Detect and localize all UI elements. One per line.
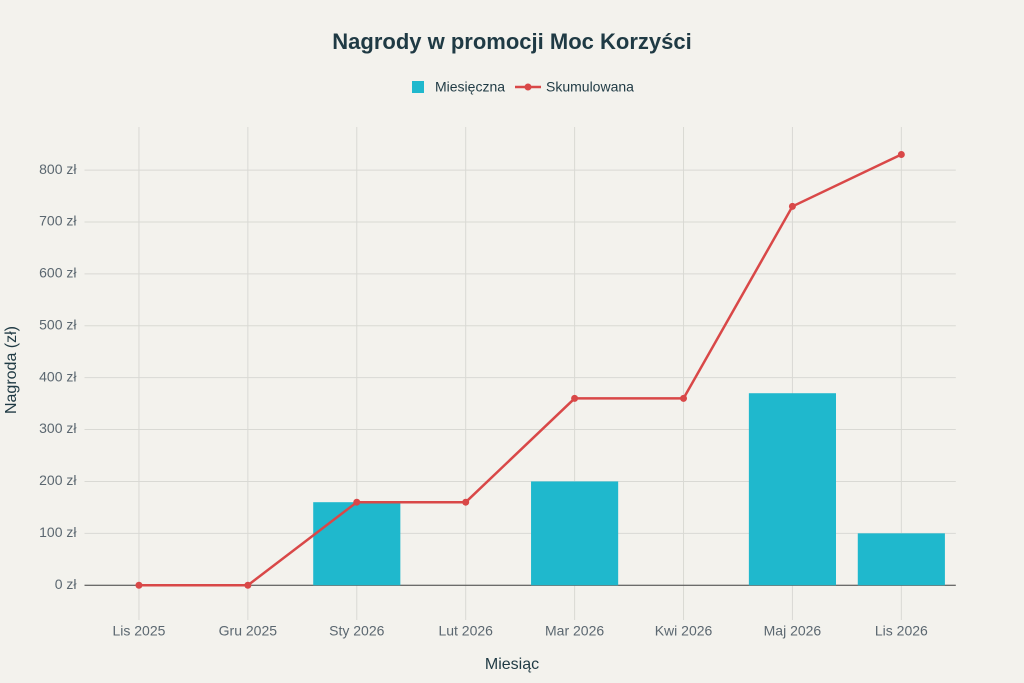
x-tick-label: Lut 2026 (438, 623, 493, 639)
x-axis-label: Miesiąc (485, 656, 539, 673)
line-point (571, 394, 579, 402)
line (138, 153, 902, 587)
y-tick-label: 600 zł (39, 265, 77, 281)
legend-label: Miesięczna (435, 79, 505, 95)
bar (748, 393, 836, 586)
chart-title: Nagrody w promocji Moc Korzyści (332, 29, 691, 54)
y-tick-label: 500 zł (39, 316, 77, 332)
y-tick-label: 0 zł (55, 576, 78, 592)
y-tick-label: 300 zł (39, 420, 77, 436)
bar (857, 533, 945, 586)
legend-label: Skumulowana (546, 79, 634, 95)
x-tick-label: Lis 2025 (112, 623, 165, 639)
x-tick-label: Mar 2026 (545, 623, 604, 639)
legend-swatch-point (524, 83, 532, 91)
x-tick-label: Gru 2025 (219, 623, 278, 639)
line-point (462, 498, 470, 506)
y-tick-label: 800 zł (39, 161, 77, 177)
x-tick-label: Kwi 2026 (655, 623, 713, 639)
y-tick-label: 200 zł (39, 472, 77, 488)
legend-swatch (412, 81, 424, 93)
line-point (135, 581, 143, 589)
line-point (680, 394, 688, 402)
bar (313, 502, 401, 586)
bar (531, 481, 619, 586)
y-tick-label: 700 zł (39, 213, 77, 229)
line-point (353, 498, 361, 506)
line-point (897, 151, 905, 159)
x-tick-label: Maj 2026 (764, 623, 822, 639)
y-tick-label: 100 zł (39, 524, 77, 540)
x-tick-label: Sty 2026 (329, 623, 384, 639)
y-tick-label: 400 zł (39, 368, 77, 384)
line-point (788, 202, 796, 210)
y-axis-label: Nagroda (zł) (3, 326, 20, 414)
x-tick-label: Lis 2026 (875, 623, 928, 639)
line-point (244, 581, 252, 589)
